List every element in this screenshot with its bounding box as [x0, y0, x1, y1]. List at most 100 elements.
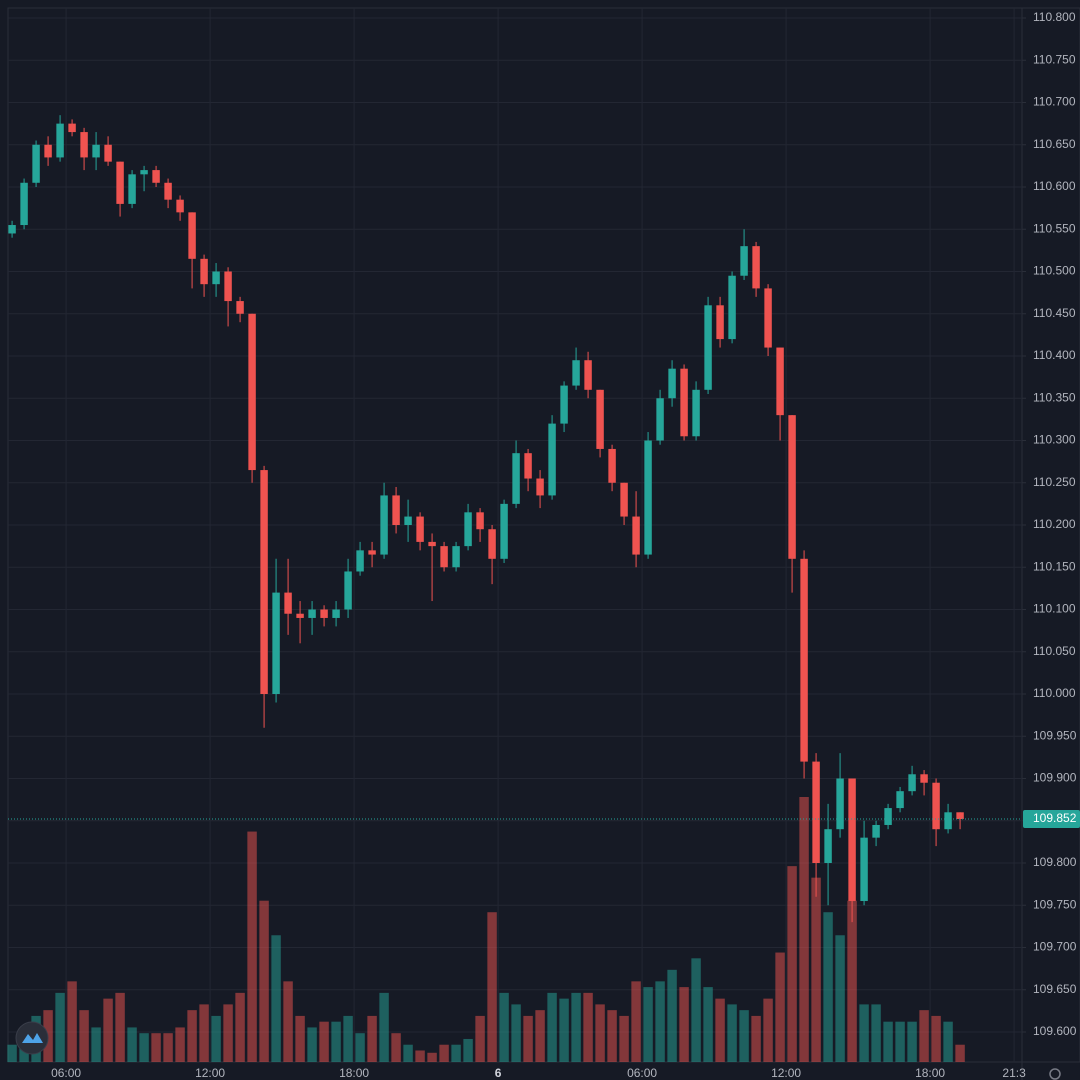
y-tick-label: 110.700 [1033, 95, 1076, 109]
candle-body [848, 778, 856, 902]
volume-bar [295, 1015, 305, 1062]
candle-body [308, 609, 316, 618]
y-tick-label: 110.350 [1033, 390, 1076, 404]
candle-body [608, 448, 616, 483]
volume-bar [679, 987, 689, 1062]
last-price-label: 109.852 [1033, 811, 1077, 825]
volume-bar [127, 1027, 137, 1062]
volume-bar [163, 1033, 173, 1062]
volume-bar [595, 1004, 605, 1062]
candle-body [140, 170, 148, 175]
volume-bar [775, 952, 785, 1062]
candle-body [200, 258, 208, 285]
volume-bar [871, 1004, 881, 1062]
x-tick-label: 6 [495, 1066, 502, 1080]
volume-bar [151, 1033, 161, 1062]
candle-body [284, 592, 292, 614]
candle-body [860, 837, 868, 902]
candle-body [212, 271, 220, 285]
volume-bar [391, 1033, 401, 1062]
volume-bar [835, 935, 845, 1062]
volume-bar [139, 1033, 149, 1062]
candle-body [812, 761, 820, 863]
candle-body [560, 385, 568, 424]
candle-body [692, 389, 700, 437]
y-tick-label: 110.050 [1033, 644, 1076, 658]
y-tick-label: 110.500 [1033, 264, 1076, 278]
y-tick-label: 110.550 [1033, 221, 1076, 235]
volume-bar [583, 992, 593, 1062]
x-tick-label: 21:3 [1002, 1066, 1026, 1080]
y-tick-label: 110.650 [1033, 137, 1076, 151]
candle-body [896, 791, 904, 809]
x-tick-label: 12:00 [771, 1066, 801, 1080]
volume-bar [643, 987, 653, 1062]
candle-body [908, 774, 916, 792]
candle-body [116, 161, 124, 204]
volume-bar [367, 1015, 377, 1062]
candle-body [776, 347, 784, 416]
y-tick-label: 109.950 [1033, 728, 1077, 742]
y-tick-label: 109.650 [1033, 982, 1077, 996]
volume-bar [115, 992, 125, 1062]
candle-body [32, 144, 40, 183]
candle-body [956, 812, 964, 820]
volume-bar [907, 1021, 917, 1062]
volume-bar [607, 1010, 617, 1062]
volume-bar [67, 981, 77, 1062]
volume-bar [751, 1015, 761, 1062]
volume-bar [487, 912, 497, 1062]
volume-bar [511, 1004, 521, 1062]
volume-layer [7, 797, 965, 1062]
volume-bar [307, 1027, 317, 1062]
candle-body [368, 550, 376, 555]
candle-body [8, 225, 16, 234]
candle-body [392, 495, 400, 525]
y-tick-label: 110.450 [1033, 306, 1076, 320]
volume-bar [943, 1021, 953, 1062]
candle-body [56, 123, 64, 158]
volume-bar [427, 1052, 437, 1062]
candle-body [584, 360, 592, 390]
x-tick-label: 18:00 [339, 1066, 369, 1080]
candle-body [728, 275, 736, 340]
candle-body [20, 182, 28, 226]
volume-bar [79, 1010, 89, 1062]
volume-bar [955, 1044, 965, 1062]
volume-bar [811, 877, 821, 1062]
candle-body [452, 546, 460, 568]
y-tick-label: 109.750 [1033, 897, 1077, 911]
y-tick-label: 109.700 [1033, 940, 1077, 954]
volume-bar [475, 1015, 485, 1062]
volume-bar [547, 992, 557, 1062]
candle-body [296, 613, 304, 618]
x-tick-label: 18:00 [915, 1066, 945, 1080]
volume-bar [859, 1004, 869, 1062]
candle-body [80, 132, 88, 158]
candle-body [176, 199, 184, 213]
candle-body [716, 305, 724, 340]
candle-body [68, 123, 76, 133]
volume-bar [691, 958, 701, 1062]
y-tick-label: 110.100 [1033, 602, 1076, 616]
candle-body [620, 482, 628, 517]
volume-bar [499, 992, 509, 1062]
volume-bar [787, 866, 797, 1062]
candle-body [188, 212, 196, 259]
volume-bar [7, 1044, 17, 1062]
candle-body [344, 571, 352, 610]
candle-body [788, 415, 796, 559]
y-tick-label: 110.600 [1033, 179, 1076, 193]
settings-icon[interactable] [1049, 1068, 1061, 1080]
candle-body [548, 423, 556, 496]
volume-bar [91, 1027, 101, 1062]
volume-bar [439, 1044, 449, 1062]
volume-bar [343, 1015, 353, 1062]
candle-body [752, 246, 760, 289]
y-tick-label: 110.800 [1033, 10, 1076, 24]
volume-bar [655, 981, 665, 1062]
candle-body [572, 360, 580, 386]
